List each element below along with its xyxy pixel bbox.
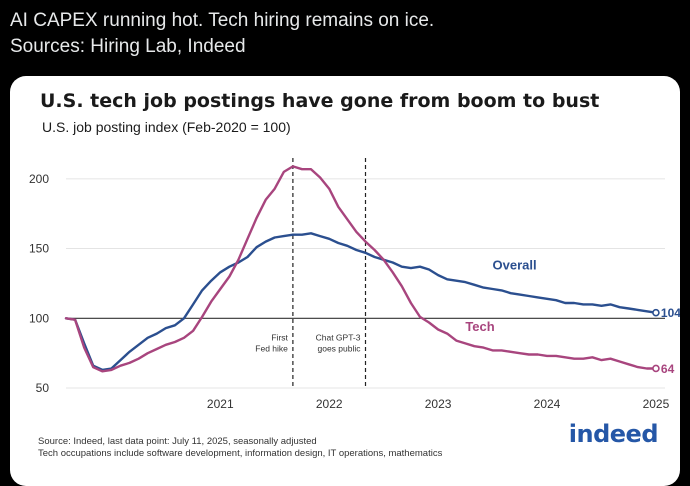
series-end-label: 64 [661, 362, 675, 376]
footer-source: Source: Indeed, last data point: July 11… [38, 436, 317, 447]
annotation-label-line: Fed hike [255, 344, 288, 354]
chart-footer: Source: Indeed, last data point: July 11… [38, 436, 442, 460]
y-tick-label: 100 [29, 311, 49, 325]
series-name-label: Tech [465, 319, 494, 334]
chart-subtitle: U.S. job posting index (Feb-2020 = 100) [42, 119, 291, 135]
tweet-line-2: Sources: Hiring Lab, Indeed [10, 36, 246, 57]
tweet-text: AI CAPEX running hot. Tech hiring remain… [10, 8, 680, 60]
y-tick-label: 50 [36, 381, 50, 395]
series-end-marker [652, 308, 660, 317]
chart-image-card[interactable]: U.S. tech job postings have gone from bo… [10, 76, 680, 486]
tweet-line-1: AI CAPEX running hot. Tech hiring remain… [10, 10, 435, 31]
footer-note: Tech occupations include software develo… [38, 448, 443, 459]
annotation-label-line: First [271, 333, 288, 343]
x-tick-label: 2024 [534, 397, 561, 411]
x-tick-label: 2023 [425, 397, 452, 411]
series-name-label: Overall [493, 258, 537, 273]
series-line-overall [64, 232, 658, 372]
y-tick-label: 200 [29, 172, 49, 186]
line-chart: 50 100 150 200 2021 2022 2023 2024 2025 First Fed … [29, 158, 680, 411]
series-line-tech [64, 165, 658, 373]
x-tick-label: 2022 [316, 397, 343, 411]
x-tick-label: 2025 [643, 397, 670, 411]
y-tick-label: 150 [29, 242, 49, 256]
indeed-logo: indeed [568, 420, 659, 448]
annotation-label-line: goes public [317, 344, 361, 354]
annotation-label: Chat GPT-3 goes public [316, 333, 362, 354]
chart-title: U.S. tech job postings have gone from bo… [40, 90, 600, 112]
series-end-marker [652, 364, 660, 373]
series-end-label: 104 [661, 306, 680, 320]
x-tick-label: 2021 [207, 397, 234, 411]
annotation-label-line: Chat GPT-3 [316, 333, 361, 343]
annotation-label: First Fed hike [255, 333, 288, 354]
